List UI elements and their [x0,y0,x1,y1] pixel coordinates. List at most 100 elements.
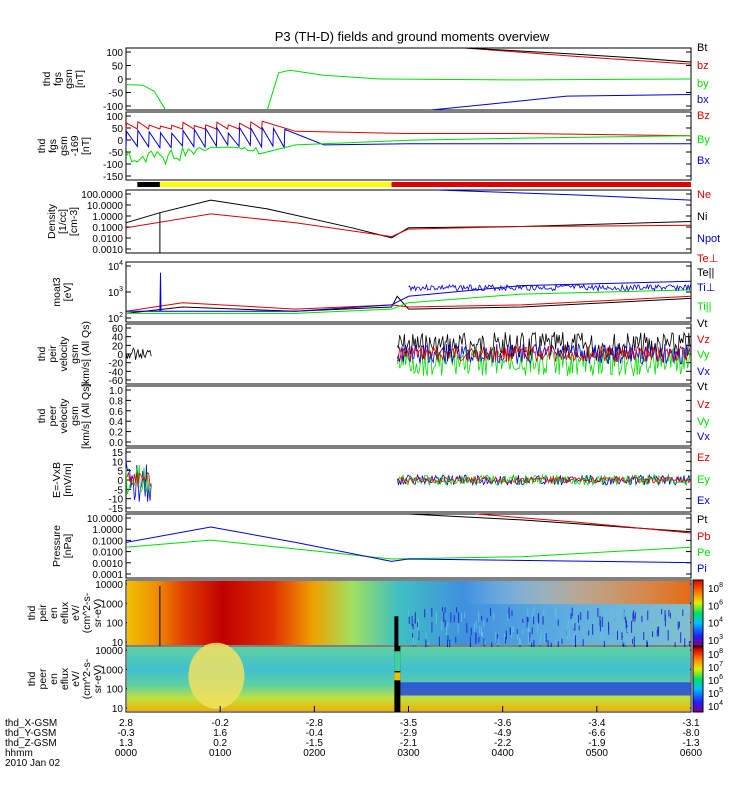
ylabel: thdpeirvelocitygsm[km/s] (All Qs) [36,321,92,387]
series-by [125,84,167,111]
series-Ne [125,213,692,238]
legend-Te||: Te|| [697,267,714,279]
legend-Bt: Bt [697,42,707,54]
colorbar [692,579,704,647]
series-by [266,69,692,111]
ytick-label: 0.4 [109,417,123,428]
ytick-label: 1000 [101,665,124,676]
ylabel: Density[1/cc][cm-3] [46,203,80,239]
series-Vx [396,343,691,365]
ytick-label: 104 [108,260,123,273]
ytick-label: 100.0000 [81,190,123,201]
ytick-label: 0.0001 [92,570,123,581]
series-Ez [396,475,691,484]
ytick-label: -20 [109,359,124,370]
xaxis-value: -0.3 [117,728,135,739]
ylabel: thdfgsgsm[nT] [41,69,86,89]
legend-Ez: Ez [697,452,710,464]
spectrogram-feature [397,682,691,696]
ytick-label: 100 [106,48,123,59]
xaxis-value: -8.0 [682,728,700,739]
xaxis-value: -1.5 [306,738,324,749]
spectrogram-feature [188,642,245,709]
xaxis-value: 0300 [397,748,420,759]
xaxis-row-label: thd_Y-GSM [5,728,56,739]
legend-Pt: Pt [697,514,707,526]
legend-Pi: Pi [697,563,707,575]
legend-bz: bz [697,60,709,72]
ytick-label: 15 [112,448,124,459]
series-Bx [125,125,691,150]
legend-Vz: Vz [697,334,710,346]
ytick-label: 20 [112,341,124,352]
ytick-label: -50 [109,89,124,100]
xaxis-value: -0.2 [212,718,230,729]
legend-Vz: Vz [697,399,710,411]
legend-Pe: Pe [697,547,710,559]
colorbar-label: 105 [708,687,723,700]
series-Ey [125,464,152,496]
colorbar-label: 106 [708,674,723,687]
xaxis-value: 1.3 [119,738,133,749]
xaxis-value: -3.4 [588,718,606,729]
panel-fgs: 100 50 0 -50 -100 thdfgsgsm[nT] Bt bz by bx [41,42,709,113]
data-gap-fill [394,651,401,672]
series-Npot [436,189,692,201]
ytick-label: 0.0010 [92,245,123,256]
ytick-label: 0.1000 [92,223,123,234]
ylabel: Pressure[nPa] [51,525,74,567]
ytick-label: 1.0000 [92,525,123,536]
xaxis-row-label: thd_Z-GSM [5,738,57,749]
ytick-label: -50 [109,148,124,159]
xaxis-value: 0500 [586,748,609,759]
series-Vy [396,346,691,376]
xaxis-value: -1.9 [588,738,606,749]
ytick-label: -10 [109,495,124,506]
xaxis-row-label: hhmm [5,748,33,759]
ytick-label: -15 [109,504,124,515]
xaxis-value: 0600 [680,748,703,759]
ytick-label: 0.2 [109,428,123,439]
legend-Ne: Ne [697,189,711,201]
series-bz [464,47,692,65]
ytick-label: 5 [117,467,123,478]
ytick-label: 40 [112,333,124,344]
xaxis-value: -3.6 [494,718,512,729]
legend-bx: bx [697,94,709,106]
ytick-label: 0.0100 [92,548,123,559]
ytick-label: 10000 [95,646,123,657]
colorbar-label: 107 [708,661,723,674]
ylabel: thdpeerenefluxeV/(cm^2-s-sr-eV) [26,658,104,699]
series-Pi [125,526,692,564]
xaxis-value: 2.8 [119,718,133,729]
xaxis-value: 0000 [115,748,138,759]
legend-Te⊥: Te⊥ [697,253,718,265]
colorbar [692,645,704,713]
ytick-label: 10 [112,457,124,468]
legend-Npot: Npot [697,233,720,245]
series-Vt [125,347,152,360]
xaxis-value: -3.1 [682,718,700,729]
plot-frame [125,513,692,579]
panel-peir_spec: 10000 1000 100 10 thdpeirenefluxeV/(cm^2-s-s… [26,579,723,654]
ytick-label: 100 [106,619,123,630]
series-Bz [125,120,692,137]
ytick-label: 50 [112,124,124,135]
ytick-label: 60 [112,324,124,335]
legend-Ni: Ni [697,211,707,223]
colorbar-label: 104 [708,617,723,630]
legend-by: by [697,78,709,90]
ytick-label: 1000 [101,599,124,610]
xaxis-value: 0100 [209,748,232,759]
series-Ti|| [126,289,692,314]
xaxis-value: -0.4 [306,728,324,739]
ytick-label: 0.8 [109,396,123,407]
date-label: 2010 Jan 02 [5,758,60,769]
xaxis-value: 0400 [492,748,515,759]
mode-bar-segment [159,182,392,187]
series-Ti⊥ [126,272,692,312]
legend-Vx: Vx [697,366,710,378]
data-gap-fill [394,672,401,681]
ytick-label: 0.6 [109,407,123,418]
